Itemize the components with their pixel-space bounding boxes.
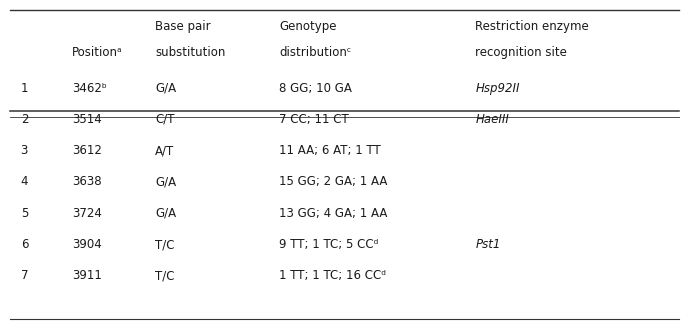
- Text: G/A: G/A: [155, 82, 176, 95]
- Text: HaeIII: HaeIII: [475, 113, 509, 126]
- Text: A/T: A/T: [155, 144, 174, 157]
- Text: Positionᵃ: Positionᵃ: [72, 46, 123, 59]
- Text: Restriction enzyme: Restriction enzyme: [475, 20, 589, 33]
- Text: 9 TT; 1 TC; 5 CCᵈ: 9 TT; 1 TC; 5 CCᵈ: [279, 238, 378, 251]
- Text: recognition site: recognition site: [475, 46, 567, 59]
- Text: 1 TT; 1 TC; 16 CCᵈ: 1 TT; 1 TC; 16 CCᵈ: [279, 269, 386, 282]
- Text: 5: 5: [21, 207, 28, 220]
- Text: Base pair: Base pair: [155, 20, 211, 33]
- Text: 3: 3: [21, 144, 28, 157]
- Text: distributionᶜ: distributionᶜ: [279, 46, 351, 59]
- Text: G/A: G/A: [155, 175, 176, 188]
- Text: 6: 6: [21, 238, 28, 251]
- Text: 3904: 3904: [72, 238, 102, 251]
- Text: 3514: 3514: [72, 113, 102, 126]
- Text: substitution: substitution: [155, 46, 225, 59]
- Text: 7 CC; 11 CT: 7 CC; 11 CT: [279, 113, 349, 126]
- Text: Pst1: Pst1: [475, 238, 501, 251]
- Text: T/C: T/C: [155, 238, 174, 251]
- Text: 1: 1: [21, 82, 28, 95]
- Text: 2: 2: [21, 113, 28, 126]
- Text: 3911: 3911: [72, 269, 102, 282]
- Text: Hsp92II: Hsp92II: [475, 82, 520, 95]
- Text: T/C: T/C: [155, 269, 174, 282]
- Text: G/A: G/A: [155, 207, 176, 220]
- Text: 8 GG; 10 GA: 8 GG; 10 GA: [279, 82, 352, 95]
- Text: 4: 4: [21, 175, 28, 188]
- Text: 13 GG; 4 GA; 1 AA: 13 GG; 4 GA; 1 AA: [279, 207, 387, 220]
- Text: 7: 7: [21, 269, 28, 282]
- Text: 11 AA; 6 AT; 1 TT: 11 AA; 6 AT; 1 TT: [279, 144, 381, 157]
- Text: 3724: 3724: [72, 207, 102, 220]
- Text: 3638: 3638: [72, 175, 102, 188]
- Text: C/T: C/T: [155, 113, 174, 126]
- Text: 15 GG; 2 GA; 1 AA: 15 GG; 2 GA; 1 AA: [279, 175, 387, 188]
- Text: 3612: 3612: [72, 144, 102, 157]
- Text: Genotype: Genotype: [279, 20, 336, 33]
- Text: 3462ᵇ: 3462ᵇ: [72, 82, 107, 95]
